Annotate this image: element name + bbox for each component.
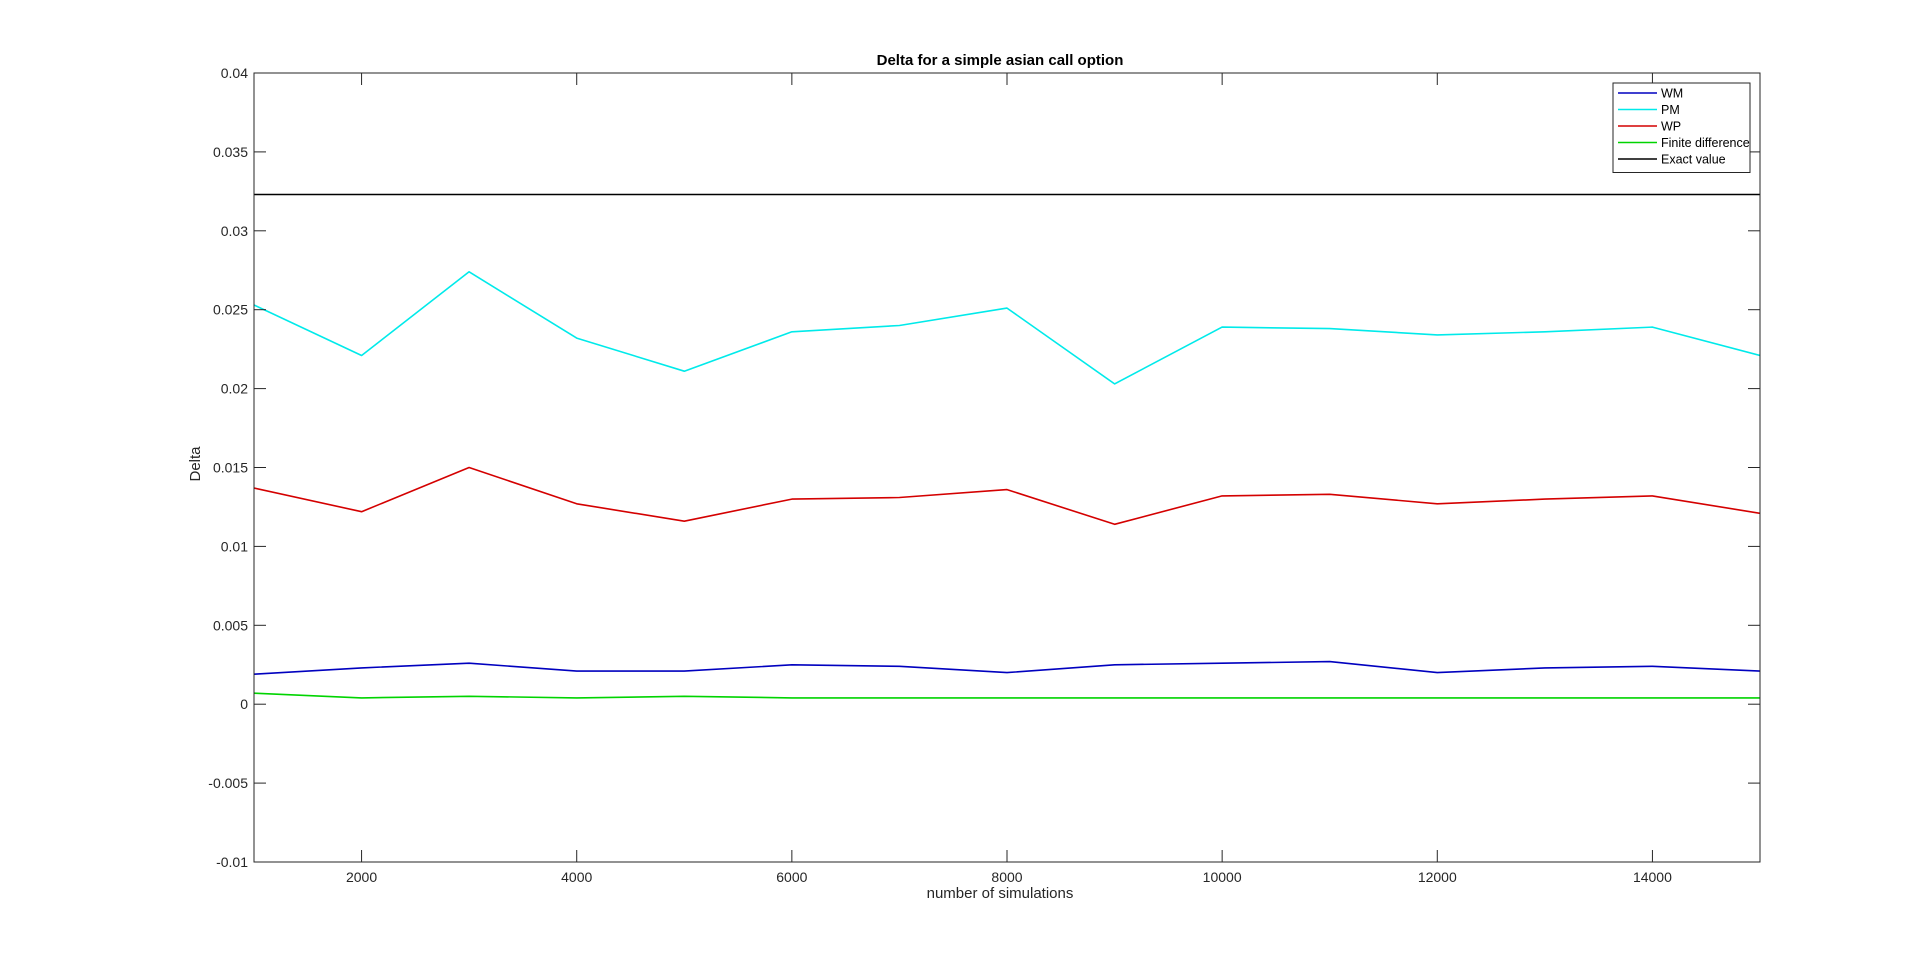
- series-line-wm: [254, 660, 1760, 675]
- y-tick-label: 0: [240, 696, 248, 712]
- y-tick-label: 0.02: [221, 381, 248, 397]
- x-tick-label: 4000: [561, 869, 592, 885]
- y-tick-label: 0.005: [213, 617, 248, 633]
- x-tick-label: 8000: [991, 869, 1022, 885]
- chart-title: Delta for a simple asian call option: [877, 52, 1124, 69]
- series-line-wp: [254, 466, 1760, 526]
- y-tick-label: 0.04: [221, 65, 248, 81]
- legend-label-wm: WM: [1661, 87, 1683, 101]
- legend-label-pm: PM: [1661, 103, 1680, 117]
- legend-label-finite-difference: Finite difference: [1661, 136, 1750, 150]
- series-line-finite-difference: [254, 692, 1760, 699]
- legend-label-wp: WP: [1661, 120, 1681, 134]
- legend-label-exact-value: Exact value: [1661, 153, 1726, 167]
- y-tick-label: 0.01: [221, 538, 248, 554]
- x-axis-label: number of simulations: [927, 885, 1074, 902]
- y-tick-label: 0.015: [213, 460, 248, 476]
- y-tick-label: -0.01: [216, 854, 248, 870]
- plot-area: [254, 73, 1760, 862]
- y-tick-label: 0.035: [213, 144, 248, 160]
- legend-box: [1612, 82, 1751, 173]
- x-tick-label: 2000: [346, 869, 377, 885]
- x-tick-label: 6000: [776, 869, 807, 885]
- y-axis-label: Delta: [187, 446, 204, 482]
- x-tick-label: 14000: [1633, 869, 1672, 885]
- axes-layer: 2000 4000 6000 8000 10000 12000 14000 -0.01 -0.0…: [208, 65, 1761, 885]
- legend: WM PM WP Finite difference Exact value: [1612, 82, 1751, 173]
- y-tick-label: -0.005: [208, 775, 248, 791]
- x-tick-label: 10000: [1203, 869, 1242, 885]
- series-layer: [254, 193, 1760, 699]
- x-tick-label: 12000: [1418, 869, 1457, 885]
- series-line-pm: [254, 270, 1760, 385]
- y-tick-label: 0.03: [221, 223, 248, 239]
- plot-background: [254, 73, 1760, 862]
- y-tick-label: 0.025: [213, 302, 248, 318]
